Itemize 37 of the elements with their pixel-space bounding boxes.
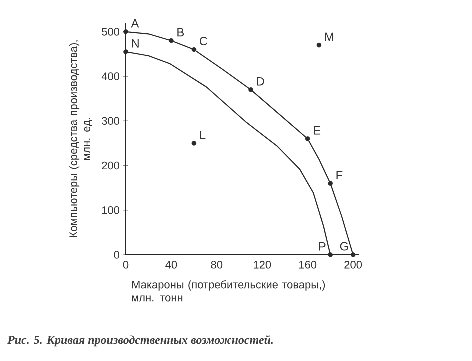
y-tick-label: 0 [114,251,120,259]
x-tick-label: 80 [211,261,223,269]
x-tick-label: 0 [123,261,129,269]
point [316,42,322,48]
point [328,181,333,186]
y-axis-title: Компьютеры (средства производства), млн. ед. [69,40,92,238]
annotation: P [319,242,326,251]
annotation: M [325,32,334,42]
x-axis-title: Макароны (потребительские товары,) млн. тонн [132,280,326,302]
point [192,47,197,52]
y-tick-label: 300 [102,117,120,126]
y-tick-label: 400 [102,72,120,80]
x-tick-label: 200 [344,261,362,269]
point [350,252,356,258]
annotation: F [336,171,343,180]
annotation: D [257,77,264,86]
point [124,50,128,54]
point [169,38,174,44]
annotation: N [132,40,139,48]
text: Рис. 5. Кривая производственных возможностей. [8,335,273,347]
y-tick-label: 100 [102,206,120,214]
x-tick-label: 120 [254,261,272,269]
annotation: A [131,19,140,28]
annotation: G [340,242,348,251]
point [248,88,254,92]
point [328,252,333,258]
annotation: C [200,37,208,46]
point [192,141,197,146]
y-tick-label: 200 [102,162,120,170]
annotation: E [314,126,321,135]
point [124,30,128,34]
annotation: L [200,131,206,140]
x-tick-label: 160 [300,261,317,269]
x-tick-label: 40 [166,261,178,269]
annotation: B [178,28,184,37]
y-tick-label: 500 [102,28,120,36]
point [305,136,310,142]
